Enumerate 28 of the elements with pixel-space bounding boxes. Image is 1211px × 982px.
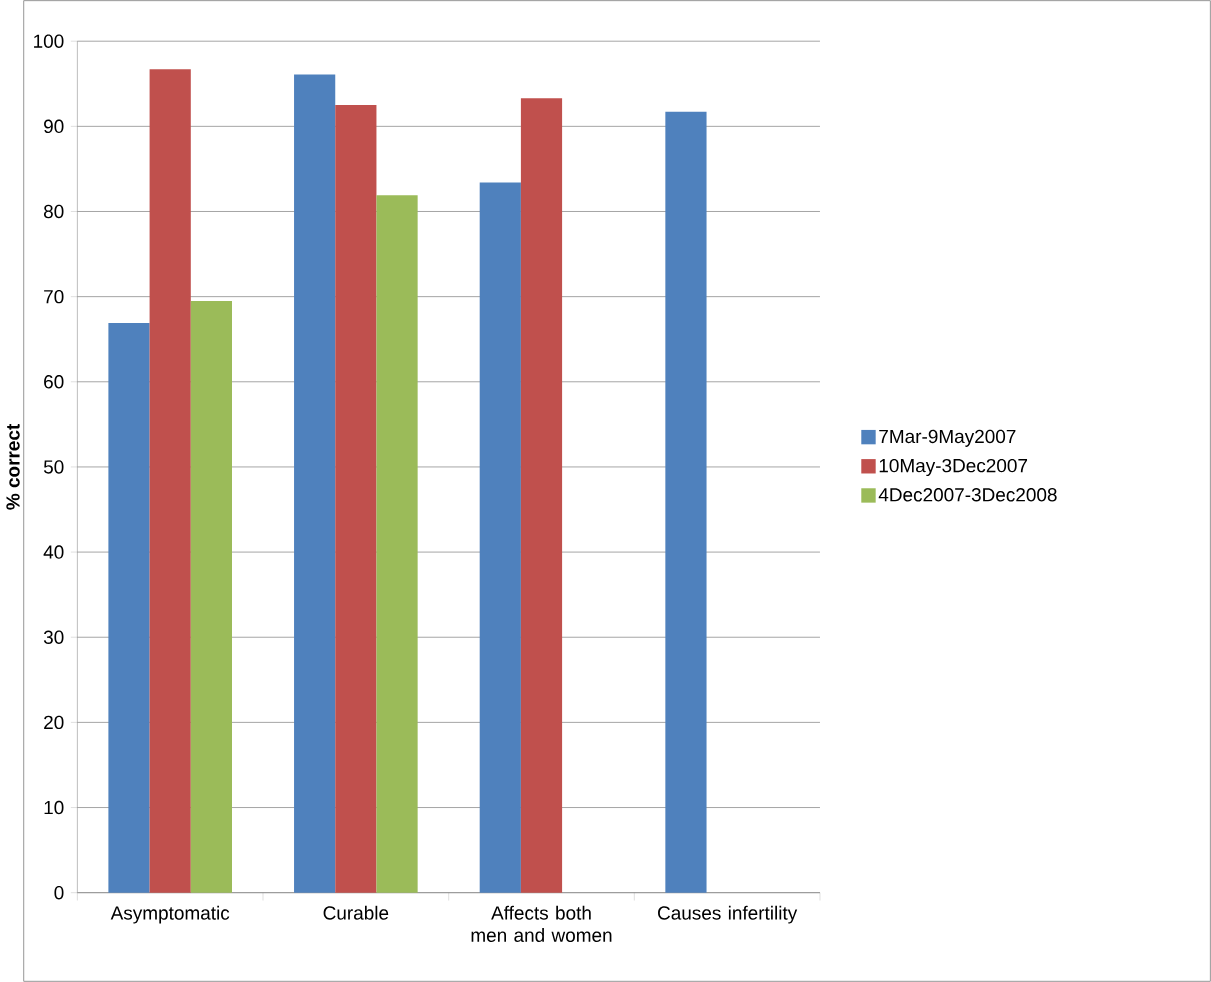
y-tick-label: 30: [43, 630, 64, 644]
bar: [520, 98, 563, 893]
bar: [108, 323, 150, 893]
bar: [376, 195, 418, 893]
y-tick-label: 10: [44, 800, 64, 815]
bar: [294, 74, 336, 893]
x-tick-label: Affects both men and women: [471, 905, 612, 942]
y-tick-label: 100: [34, 34, 64, 48]
y-tick-label: 20: [44, 715, 64, 730]
y-tick-label: 60: [44, 375, 64, 389]
bar: [190, 300, 232, 893]
bar: [335, 105, 377, 893]
legend-label: 10May-3Dec2007: [879, 458, 1028, 477]
bar: [149, 69, 191, 893]
y-tick-label: 40: [43, 545, 64, 559]
x-tick-label: Causes infertility: [658, 905, 798, 924]
legend-label: 7Mar-9May2007: [879, 429, 1016, 447]
y-tick-label: 90: [44, 119, 64, 134]
y-tick-label: 50: [43, 460, 64, 474]
y-tick-label: 0: [54, 885, 64, 900]
x-tick-label: Asymptomatic: [110, 905, 230, 924]
x-tick-label: Curable: [323, 905, 389, 920]
bar: [665, 111, 707, 893]
y-tick-label: 70: [44, 289, 64, 304]
legend-label: 4Dec2007-3Dec2008: [878, 488, 1057, 502]
y-tick-label: 80: [43, 204, 64, 219]
bar: [479, 182, 521, 893]
y-axis-title: % correct: [6, 423, 20, 510]
